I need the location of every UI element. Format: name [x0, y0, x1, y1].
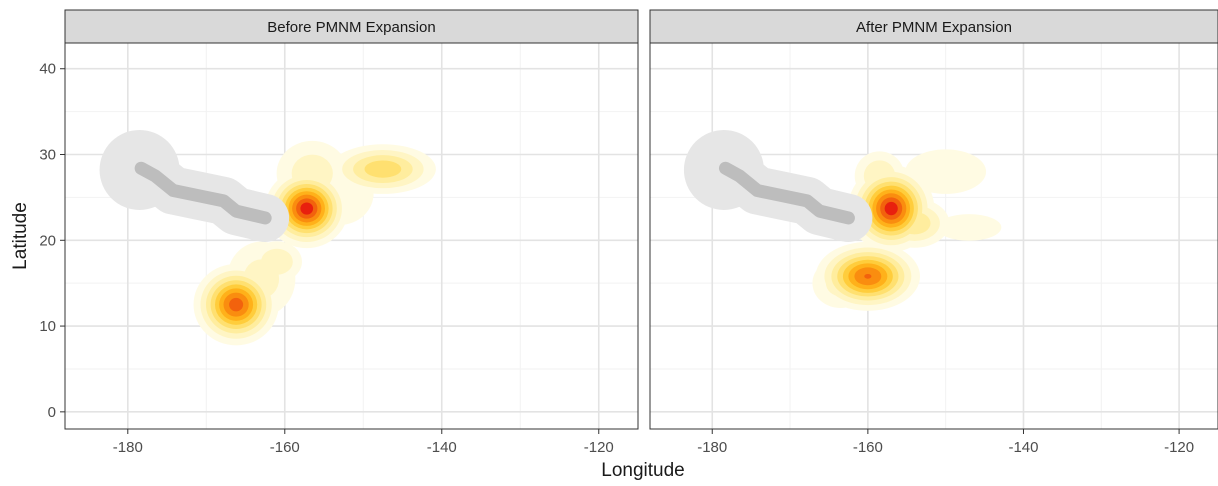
plot-area-before: [65, 43, 638, 429]
x-tick-label: -180: [113, 439, 143, 456]
panel-after: After PMNM Expansion: [649, 9, 1218, 430]
x-tick-label: -180: [697, 439, 727, 456]
strip-after: [649, 9, 1218, 44]
x-axis-label: Longitude: [601, 460, 684, 481]
grid-before: [65, 43, 638, 429]
plot-border-before: [64, 42, 639, 430]
density-after: [812, 149, 1002, 311]
x-tick-label: -120: [1164, 439, 1194, 456]
strip-title-after: After PMNM Expansion: [856, 19, 1012, 36]
plot-border-after: [649, 42, 1218, 430]
y-tick-label: 30: [39, 147, 56, 164]
density-before: [193, 140, 436, 346]
density-contour: [884, 201, 898, 216]
y-tick-label: 10: [39, 318, 56, 335]
density-contour: [261, 248, 293, 275]
y-axis-label: Latitude: [10, 202, 31, 270]
axes: -180 -160 -140 -120 0 10 20 30 40 -180 -160 -140 -12…: [39, 61, 1194, 456]
density-contour: [229, 297, 244, 312]
y-tick-label: 40: [39, 61, 56, 78]
strip-before: [64, 9, 639, 44]
x-tick-label: -140: [1008, 439, 1038, 456]
density-contour: [936, 214, 1002, 241]
x-tick-label: -160: [270, 439, 300, 456]
island-chain-after: [683, 129, 873, 242]
island-chain-before: [99, 129, 290, 242]
island-chain-line: [134, 161, 272, 225]
y-tick-label: 0: [48, 404, 56, 421]
density-contour: [864, 273, 872, 279]
strip-title-before: Before PMNM Expansion: [267, 19, 435, 36]
density-contour: [364, 160, 402, 178]
x-tick-label: -160: [853, 439, 883, 456]
x-tick-label: -140: [427, 439, 457, 456]
y-tick-label: 20: [39, 232, 56, 249]
panel-before: Before PMNM Expansion: [64, 9, 639, 430]
density-contour: [300, 202, 314, 215]
island-chain-line: [718, 161, 855, 225]
x-tick-label: -120: [584, 439, 614, 456]
